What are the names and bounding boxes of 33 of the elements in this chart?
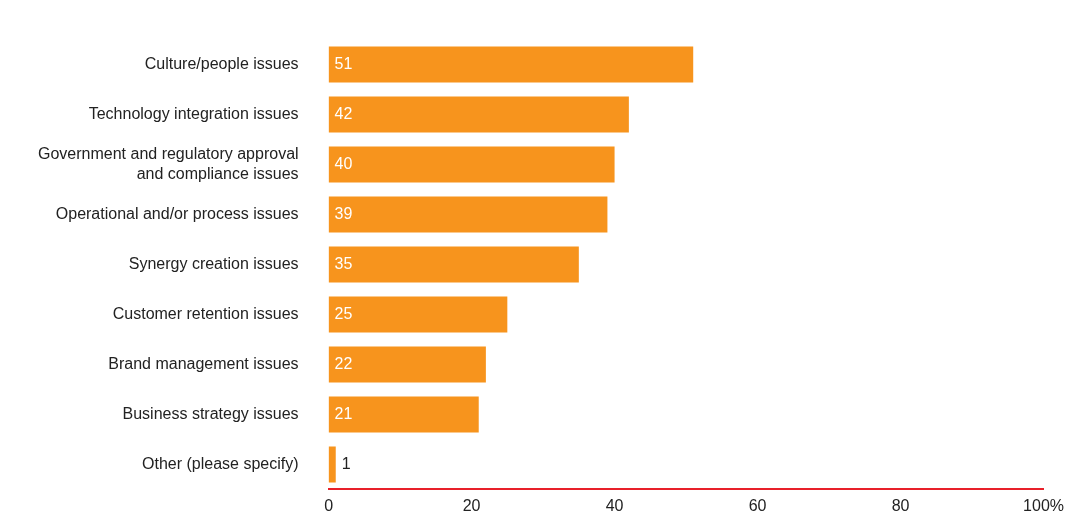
data-label: 25 [334, 304, 353, 322]
y-tick-label: Brand management issues [108, 354, 299, 372]
bar [328, 246, 579, 283]
bar [328, 46, 694, 83]
x-tick-label: 20 [462, 497, 481, 515]
data-label: 22 [334, 354, 353, 372]
bar [328, 146, 615, 183]
x-tick-label: 0 [324, 497, 334, 515]
bar [328, 396, 479, 433]
x-tick-label: 80 [891, 497, 910, 515]
bar [328, 296, 508, 333]
y-tick-label: Business strategy issues [122, 404, 299, 422]
bar [328, 96, 629, 133]
y-tick-label: Technology integration issues [88, 104, 299, 122]
data-label: 1 [341, 454, 351, 472]
x-tick-label: 40 [605, 497, 624, 515]
bar [328, 446, 336, 483]
data-label: 39 [334, 204, 353, 222]
y-tick-label: Government and regulatory approval and compliance issues [38, 145, 299, 182]
data-label: 51 [334, 55, 353, 72]
bar [328, 196, 608, 233]
y-tick-label: Synergy creation issues [128, 254, 299, 272]
y-tick-label: Customer retention issues [112, 304, 299, 322]
x-tick-label: 100% [1023, 497, 1064, 515]
y-tick-label: Culture/people issues [144, 55, 299, 72]
data-label: 21 [334, 404, 353, 422]
data-label: 40 [334, 154, 353, 172]
x-tick-label: 60 [748, 497, 767, 515]
bar [328, 346, 486, 383]
y-tick-label: Other (please specify) [142, 454, 299, 472]
data-label: 35 [334, 254, 353, 272]
data-label: 42 [334, 104, 353, 122]
y-tick-label: Operational and/or process issues [55, 204, 299, 222]
